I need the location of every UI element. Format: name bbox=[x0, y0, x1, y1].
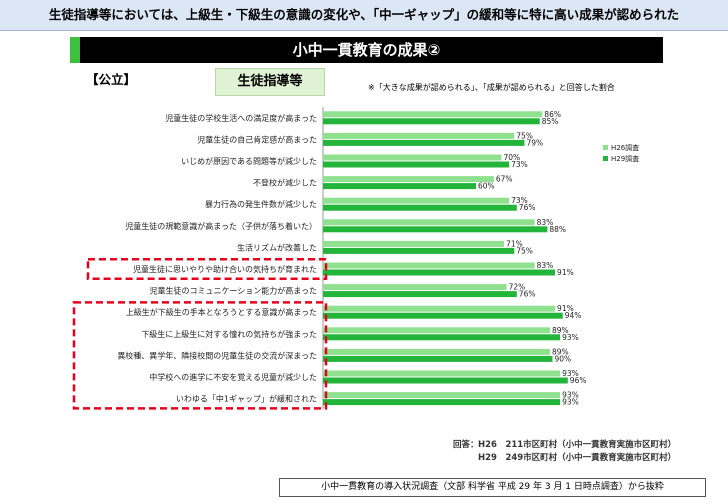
bar-h29 bbox=[323, 334, 561, 341]
data-label: 76% bbox=[519, 203, 536, 212]
title-accent bbox=[70, 37, 80, 63]
bar-h29 bbox=[323, 377, 568, 384]
data-label: 60% bbox=[478, 182, 495, 191]
legend-swatch bbox=[603, 145, 608, 150]
bar-h29 bbox=[323, 399, 561, 406]
data-label: 96% bbox=[570, 376, 587, 385]
data-label: 70% bbox=[504, 153, 521, 162]
bar-h26 bbox=[323, 111, 543, 118]
data-label: 89% bbox=[552, 347, 569, 356]
category-label: 暴力行為の発生件数が減少した bbox=[205, 199, 317, 209]
headline: 生徒指導等においては、上級生・下級生の意識の変化や、「中一ギャップ」の緩和等に特… bbox=[0, 0, 728, 31]
legend-label: H29調査 bbox=[611, 154, 639, 163]
data-label: 93% bbox=[562, 369, 579, 378]
category-label: 生徒指導等 bbox=[215, 68, 325, 96]
category-label: 児童生徒の学校生活への満足度が高まった bbox=[165, 113, 317, 123]
category-label: いわゆる「中1ギャップ」が緩和された bbox=[176, 394, 317, 404]
data-label: 93% bbox=[562, 398, 579, 407]
category-label: 児童生徒に思いやりや助け合いの気持ちが育まれた bbox=[133, 264, 317, 274]
bar-h29 bbox=[323, 183, 476, 190]
data-label: 91% bbox=[557, 304, 574, 313]
data-label: 76% bbox=[519, 290, 536, 299]
data-label: 73% bbox=[511, 196, 528, 205]
bar-h26 bbox=[323, 262, 535, 269]
bar-h29 bbox=[323, 118, 540, 125]
category-label: 上級生が下級生の手本となろうとする意識が高まった bbox=[126, 307, 317, 317]
bar-h26 bbox=[323, 197, 510, 204]
bar-h26 bbox=[323, 219, 535, 226]
source-footer: 小中一貫教育の導入状況調査（文部 科学省 平成 29 年 3 月 1 日時点調査… bbox=[279, 478, 706, 497]
bar-h26 bbox=[323, 240, 505, 247]
bar-h26 bbox=[323, 305, 556, 312]
bar-h29 bbox=[323, 247, 515, 254]
bar-h26 bbox=[323, 327, 550, 334]
highlight-box bbox=[72, 301, 328, 410]
data-label: 93% bbox=[562, 333, 579, 342]
category-label: 中学校への進学に不安を覚える児童が減少した bbox=[149, 372, 317, 382]
data-label: 83% bbox=[537, 261, 554, 270]
category-label: 児童生徒の規範意識が高まった（子供が落ち着いた） bbox=[125, 221, 317, 231]
bar-h29 bbox=[323, 291, 517, 298]
source-h26: H26 211市区町村（小中一貫教育実施市区町村） bbox=[478, 440, 677, 450]
page-title: 小中一貫教育の成果② bbox=[292, 41, 441, 59]
category-label: 下級生に上級生に対する憧れの気持ちが強まった bbox=[141, 329, 317, 339]
source-h29: H29 249市区町村（小中一貫教育実施市区町村） bbox=[478, 453, 677, 463]
bar-h26 bbox=[323, 370, 561, 377]
bar-h26 bbox=[323, 176, 494, 183]
chart-note: ※「大きな成果が認められる」、「成果が認められる」と回答した割合 bbox=[368, 83, 615, 92]
bar-h26 bbox=[323, 132, 515, 139]
data-label: 72% bbox=[509, 283, 526, 292]
data-label: 88% bbox=[549, 225, 566, 234]
data-label: 85% bbox=[542, 117, 559, 126]
category-label: 児童生徒のコミュニケーション能力が高まった bbox=[149, 286, 317, 296]
data-label: 94% bbox=[565, 311, 582, 320]
bar-h29 bbox=[323, 226, 548, 233]
bar-h26 bbox=[323, 154, 502, 161]
data-label: 90% bbox=[555, 354, 572, 363]
data-label: 83% bbox=[537, 218, 554, 227]
bar-h29 bbox=[323, 139, 525, 146]
data-label: 67% bbox=[496, 175, 513, 184]
category-label: 生活リズムが改善した bbox=[237, 242, 317, 252]
data-label: 79% bbox=[526, 138, 543, 147]
bar-h26 bbox=[323, 284, 507, 291]
data-label: 75% bbox=[516, 131, 533, 140]
data-label: 86% bbox=[544, 110, 561, 119]
bar-h26 bbox=[323, 392, 561, 399]
data-label: 73% bbox=[511, 160, 528, 169]
highlight-box bbox=[86, 257, 328, 281]
data-label: 71% bbox=[506, 239, 523, 248]
legend-label: H26調査 bbox=[611, 143, 639, 152]
bar-h29 bbox=[323, 355, 553, 362]
category-label: 不登校が減少した bbox=[253, 178, 317, 188]
data-label: 93% bbox=[562, 391, 579, 400]
category-label: 異校種、異学年、隣接校間の児童生徒の交流が深まった bbox=[117, 350, 317, 360]
title-bar: 小中一貫教育の成果② bbox=[70, 37, 663, 63]
bar-h29 bbox=[323, 161, 510, 168]
data-label: 91% bbox=[557, 268, 574, 277]
source-prefix: 回答： bbox=[453, 440, 479, 450]
data-label: 75% bbox=[516, 246, 533, 255]
bar-h29 bbox=[323, 269, 556, 276]
category-label: いじめが原因である問題等が減少した bbox=[181, 156, 317, 166]
legend-swatch bbox=[603, 156, 608, 161]
category-label: 児童生徒の自己肯定感が高まった bbox=[197, 134, 317, 144]
public-tag: 【公立】 bbox=[86, 72, 137, 87]
bar-h29 bbox=[323, 312, 563, 319]
bar-h26 bbox=[323, 348, 550, 355]
data-label: 89% bbox=[552, 326, 569, 335]
bar-h29 bbox=[323, 204, 517, 211]
